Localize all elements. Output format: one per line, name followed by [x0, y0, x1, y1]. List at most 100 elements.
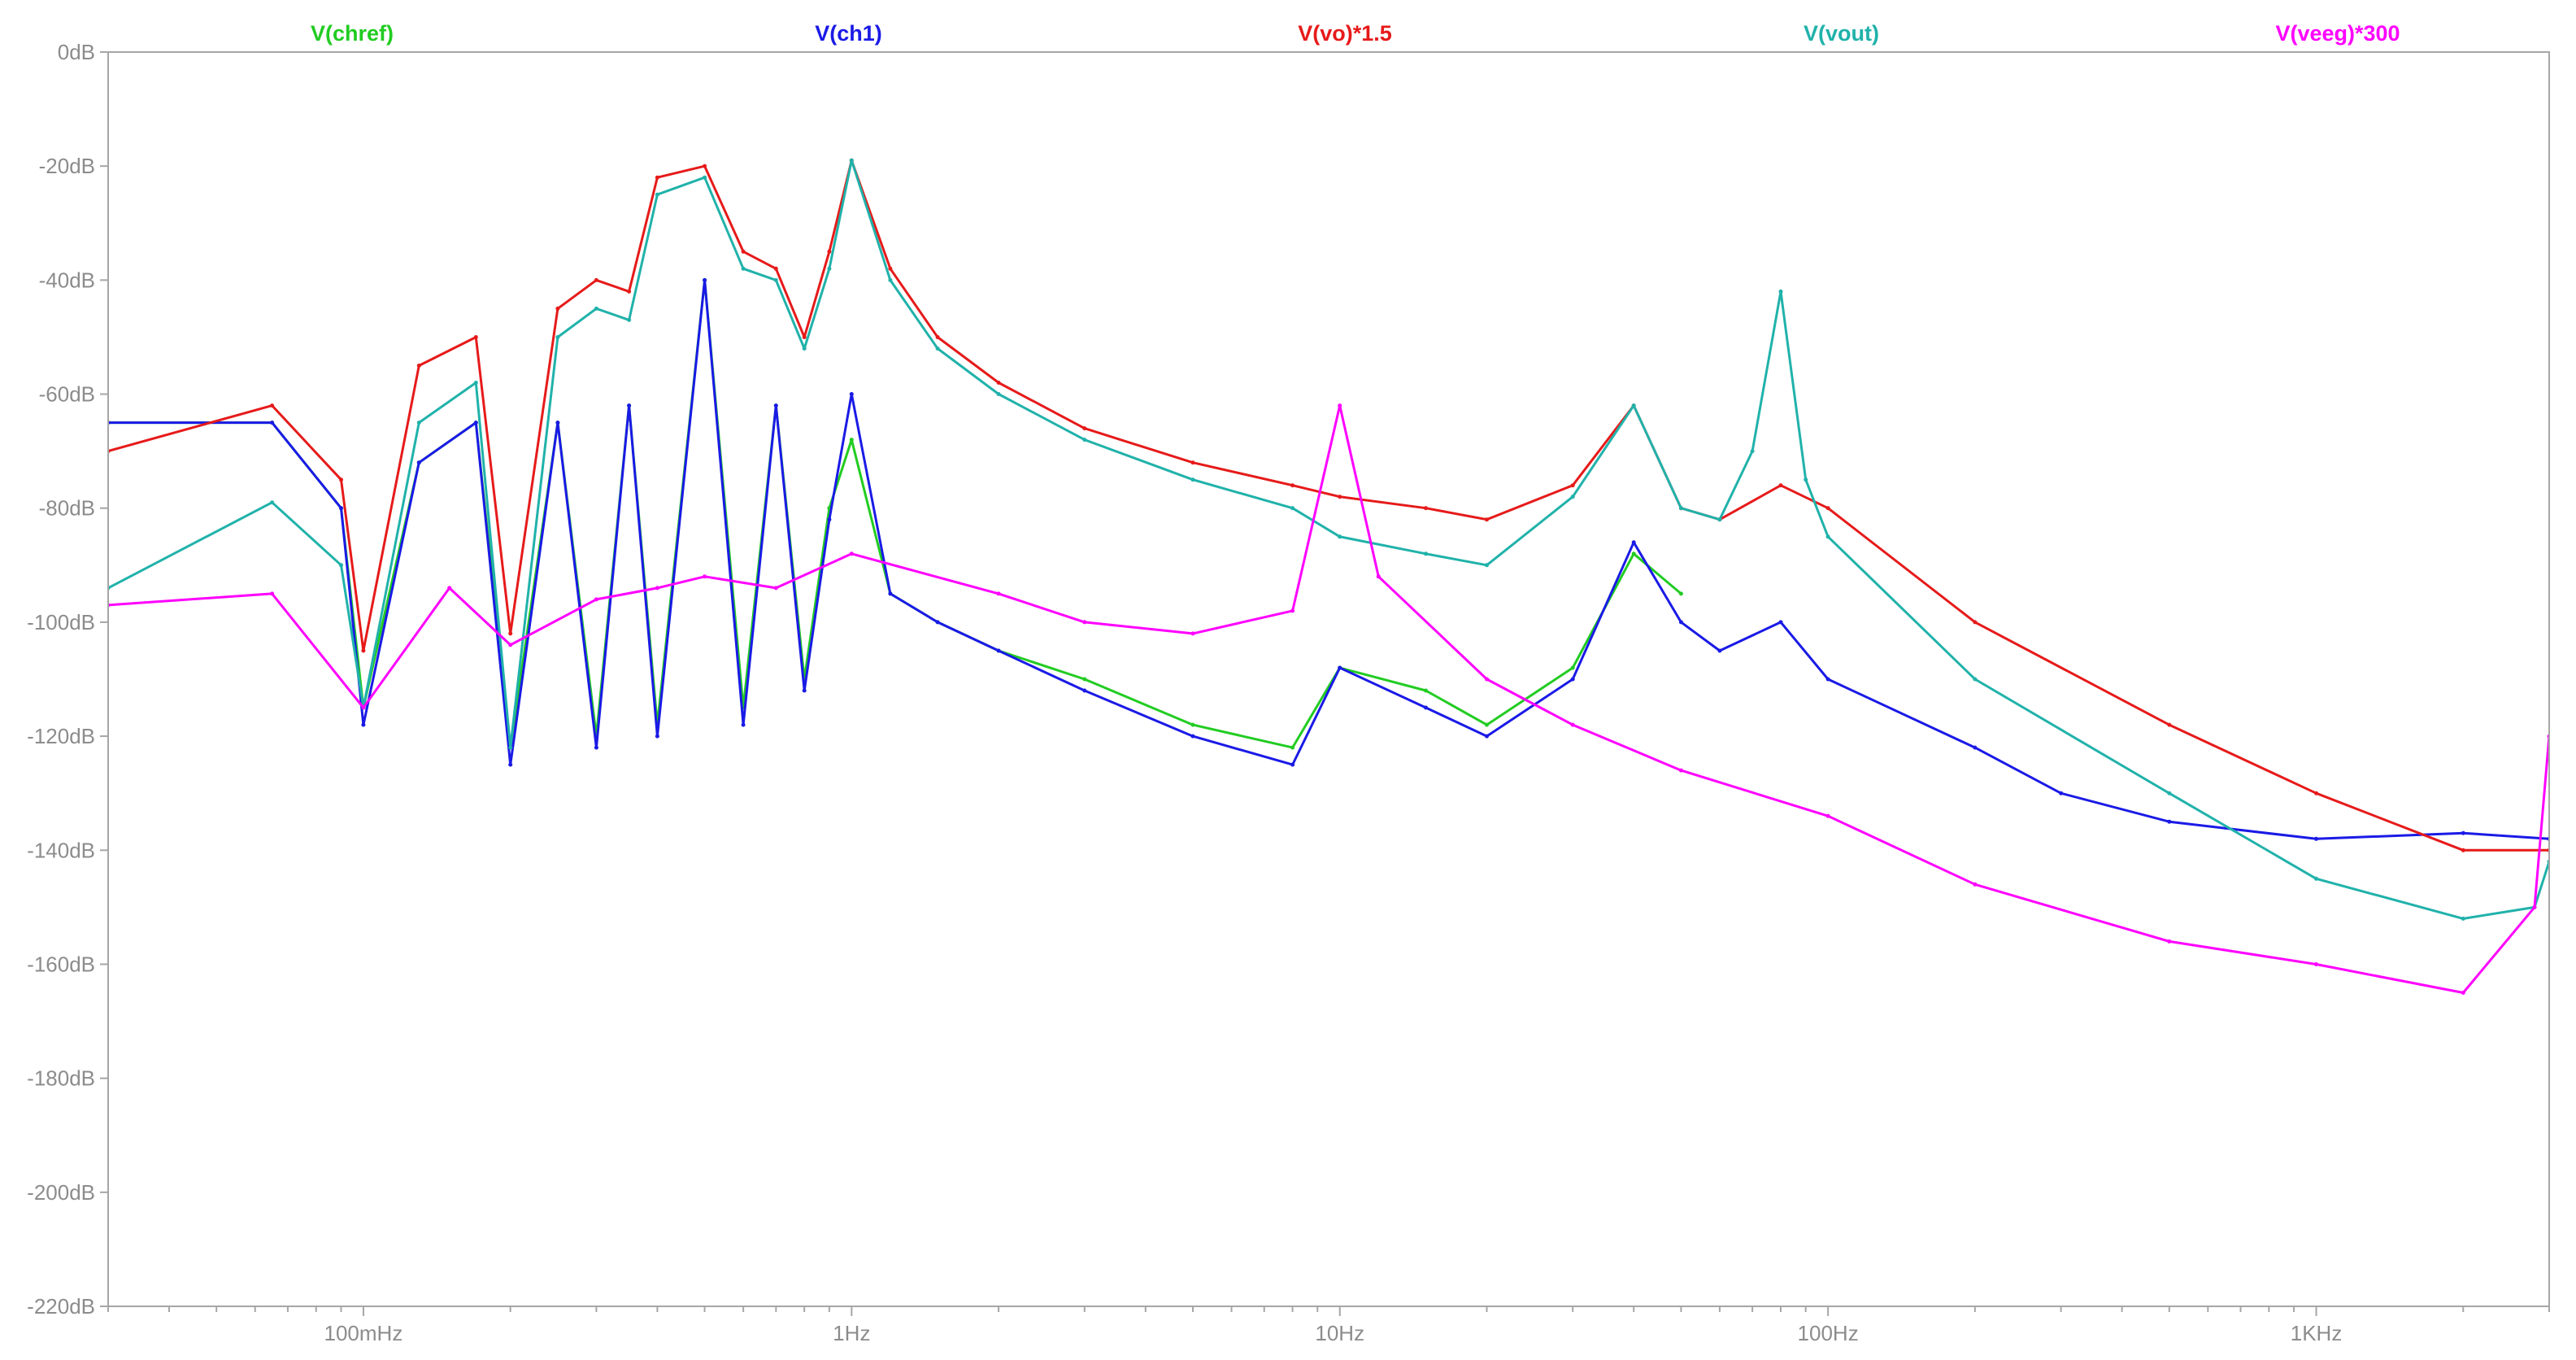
series-point — [594, 306, 598, 311]
series-point — [849, 551, 854, 556]
series-point — [1190, 631, 1195, 636]
series-point — [802, 347, 807, 351]
legend-entry: V(vout) — [1804, 21, 1879, 46]
series-point — [416, 460, 421, 465]
series-point — [1082, 677, 1087, 682]
series-point — [1717, 517, 1722, 522]
series-point — [1717, 648, 1722, 653]
series-point — [473, 335, 478, 339]
series-point — [996, 392, 1001, 396]
series-point — [655, 175, 659, 180]
series-point — [416, 364, 421, 368]
series-point — [1804, 477, 1808, 482]
series-point — [1678, 768, 1683, 773]
series-point — [361, 722, 366, 727]
series-point — [1424, 705, 1428, 710]
series-point — [1338, 534, 1342, 539]
series-point — [627, 317, 632, 322]
y-tick-label: -20dB — [39, 154, 95, 178]
series-point — [703, 277, 707, 282]
series-point — [1338, 665, 1342, 670]
series-point — [2167, 939, 2172, 944]
series-line — [108, 404, 2549, 994]
series-point — [849, 392, 854, 396]
series-point — [1485, 677, 1489, 682]
series-point — [1082, 438, 1087, 442]
series-point — [339, 563, 343, 568]
legend-entry: V(ch1) — [815, 21, 882, 46]
series-point — [1570, 483, 1575, 488]
series-point — [655, 586, 659, 591]
series-point — [773, 403, 778, 408]
series-point — [416, 421, 421, 425]
series-point — [741, 266, 746, 271]
series-point — [473, 381, 478, 385]
series-point — [773, 277, 778, 282]
series-line — [108, 159, 2549, 920]
series-point — [2461, 916, 2465, 921]
series-point — [1570, 665, 1575, 670]
series-point — [1190, 460, 1195, 465]
series-point — [1750, 449, 1755, 454]
series-point — [594, 745, 598, 750]
series-point — [1485, 722, 1489, 727]
series-point — [1678, 620, 1683, 625]
series-point — [741, 722, 746, 727]
series-point — [339, 506, 343, 511]
series-point — [1825, 506, 1830, 511]
y-tick-label: -140dB — [27, 838, 95, 862]
series-point — [703, 163, 707, 168]
series-point — [1082, 688, 1087, 693]
series-point — [888, 591, 893, 596]
series-point — [270, 591, 275, 596]
series-point — [1290, 483, 1295, 488]
series-layer — [108, 158, 2549, 995]
series-point — [555, 421, 560, 425]
series-point — [555, 335, 560, 339]
series-point — [1570, 722, 1575, 727]
y-tick-label: -180dB — [27, 1066, 95, 1091]
series-point — [1082, 426, 1087, 431]
series-point — [508, 762, 513, 767]
series-point — [773, 266, 778, 271]
series-point — [1973, 882, 1978, 887]
y-tick-label: -220dB — [27, 1294, 95, 1319]
series-point — [2059, 791, 2064, 796]
legend-entry: V(vo)*1.5 — [1298, 21, 1392, 46]
series-point — [2461, 830, 2465, 835]
series-point — [996, 381, 1001, 385]
series-point — [1338, 403, 1342, 408]
series-point — [996, 648, 1001, 653]
series-point — [849, 158, 854, 163]
series-point — [1631, 403, 1636, 408]
series-point — [1190, 477, 1195, 482]
series-point — [447, 586, 452, 591]
series-point — [2167, 819, 2172, 824]
series-point — [2461, 991, 2465, 995]
series-point — [508, 745, 513, 750]
x-tick-label: 1KHz — [2291, 1321, 2343, 1345]
series-point — [1290, 608, 1295, 613]
series-point — [270, 500, 275, 505]
x-tick-label: 1Hz — [833, 1321, 870, 1345]
series-point — [1778, 289, 1783, 294]
series-point — [339, 477, 343, 482]
series-point — [1082, 620, 1087, 625]
series-point — [935, 620, 940, 625]
series-point — [2461, 848, 2465, 852]
series-point — [1570, 677, 1575, 682]
series-point — [1485, 563, 1489, 568]
series-point — [1290, 745, 1295, 750]
series-point — [2167, 722, 2172, 727]
series-point — [1190, 722, 1195, 727]
series-point — [508, 643, 513, 647]
series-line — [108, 278, 1682, 749]
y-tick-label: -120dB — [27, 724, 95, 748]
x-tick-label: 100Hz — [1798, 1321, 1859, 1345]
series-point — [849, 438, 854, 442]
series-point — [1778, 483, 1783, 488]
series-point — [1825, 677, 1830, 682]
series-point — [802, 335, 807, 339]
series-point — [1570, 495, 1575, 499]
